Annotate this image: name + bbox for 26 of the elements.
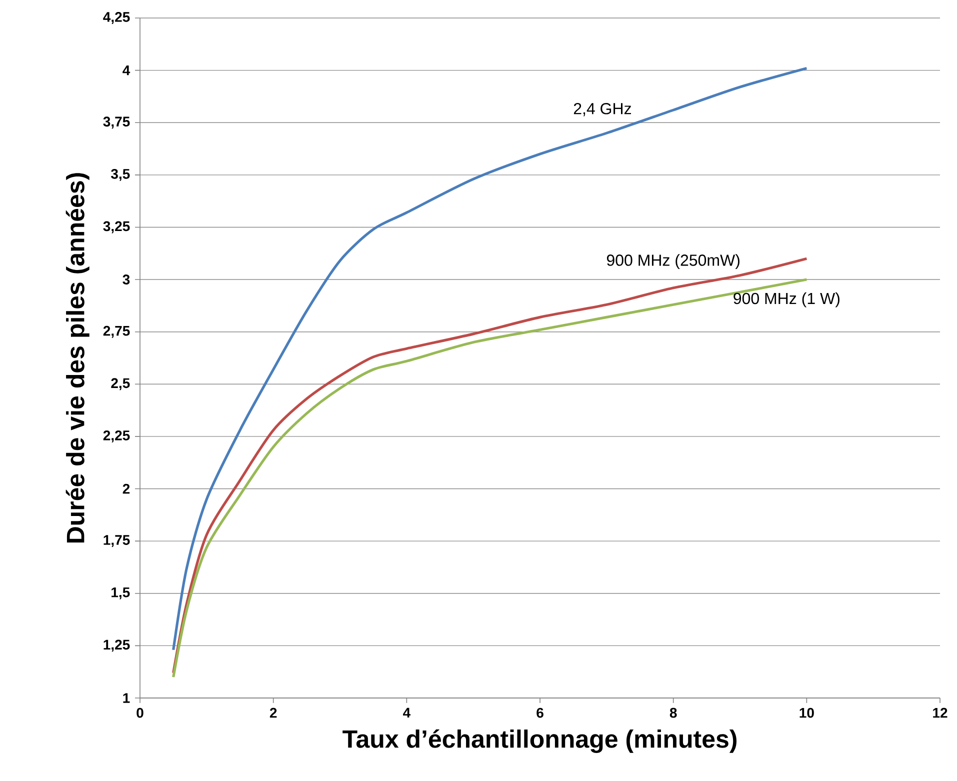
y-tick-label: 3 [122,274,130,284]
y-tick-label: 2,5 [111,378,130,390]
x-tick-label: 6 [536,708,544,718]
y-tick-label: 1 [123,693,130,703]
x-tick-label: 8 [670,708,677,718]
y-tick-label: 1,25 [104,640,130,652]
x-tick-label: 0 [136,708,144,718]
y-tick-label: 2,75 [103,326,130,338]
y-tick-label: 3,25 [103,221,130,234]
y-tick-label: 3,5 [111,168,130,181]
series-label: 900 MHz (250mW) [606,254,740,270]
y-tick-label: 4,25 [103,12,130,24]
series-label: 2,4 GHz [574,102,631,116]
y-tick-label: 2,25 [103,430,130,442]
y-tick-label: 1,75 [104,535,130,547]
y-tick-label: 3,75 [103,116,130,129]
y-tick-label: 2 [122,484,130,494]
y-tick-label: 4 [122,65,130,76]
y-tick-label: 1,5 [112,587,130,600]
x-axis-title: Taux d’échantillonnage (minutes) [342,729,736,753]
x-tick-label: 12 [933,708,948,718]
x-tick-label: 2 [270,708,277,718]
x-tick-label: 4 [402,708,410,718]
series-label: 900 MHz (1 W) [734,292,840,308]
x-tick-label: 10 [800,708,814,718]
y-axis-title: Durée de vie des piles (années) [66,173,90,543]
